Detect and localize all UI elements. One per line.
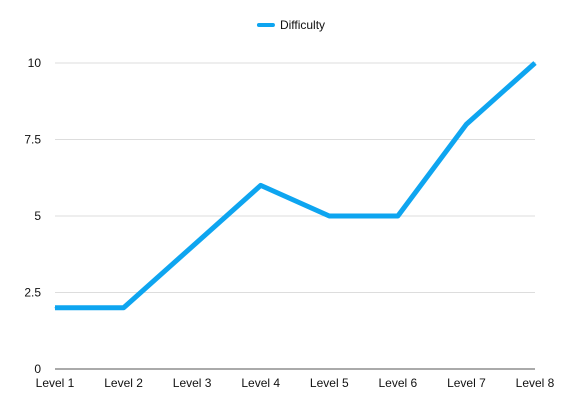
x-tick-label: Level 2 — [104, 376, 143, 390]
y-tick-label: 0 — [34, 362, 41, 376]
x-tick-label: Level 1 — [36, 376, 75, 390]
data-point — [328, 215, 330, 217]
x-tick-label: Level 5 — [310, 376, 349, 390]
y-tick-label: 10 — [28, 56, 42, 70]
data-point — [54, 307, 56, 309]
series-layer — [54, 61, 537, 311]
data-point — [260, 184, 262, 186]
legend: Difficulty — [256, 18, 325, 32]
x-tick-label: Level 7 — [447, 376, 486, 390]
data-point — [123, 307, 125, 309]
y-tick-label: 5 — [34, 209, 41, 223]
data-point — [465, 123, 467, 125]
x-tick-label: Level 3 — [173, 376, 212, 390]
x-tick-label: Level 8 — [516, 376, 555, 390]
legend-label: Difficulty — [280, 18, 325, 32]
series-line-difficulty — [55, 61, 537, 311]
gridlines — [55, 62, 535, 370]
x-tick-label: Level 6 — [379, 376, 418, 390]
x-tick-label: Level 4 — [241, 376, 280, 390]
data-point — [191, 246, 193, 248]
y-tick-label: 7.5 — [24, 133, 41, 147]
x-axis-ticks: Level 1 Level 2 Level 3 Level 4 Level 5 Level… — [36, 376, 555, 390]
data-point — [534, 62, 536, 64]
y-axis-ticks: 0 2.5 5 7.5 10 — [24, 56, 41, 376]
data-point — [397, 215, 399, 217]
y-tick-label: 2.5 — [24, 286, 41, 300]
